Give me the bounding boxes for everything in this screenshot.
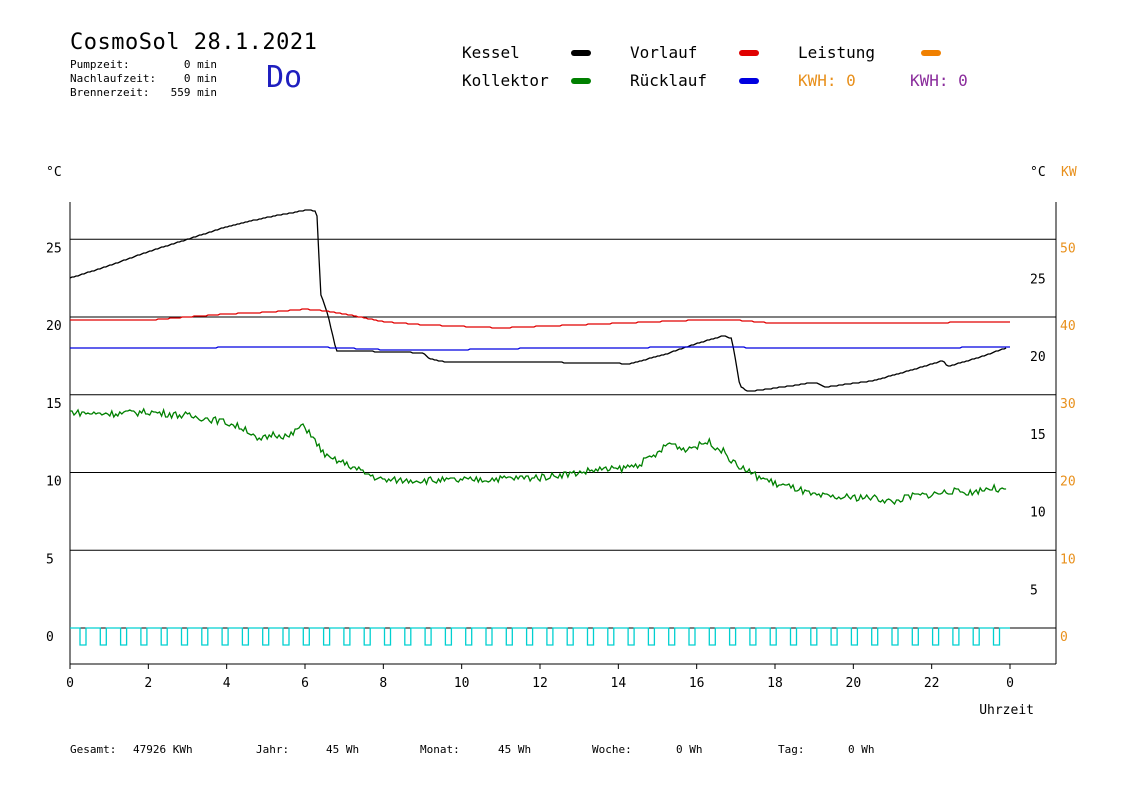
series-line-kollektor	[70, 407, 1007, 506]
left-axis-unit: °C	[46, 165, 62, 180]
kwh-orange-value: KWH: 0	[798, 71, 856, 90]
monat-label: Monat:	[420, 743, 460, 756]
woche-label: Woche:	[592, 743, 632, 756]
left-tick-label: 15	[46, 397, 62, 412]
kwh-purple-value: KWH: 0	[910, 71, 968, 90]
legend-kollektor-swatch	[571, 78, 591, 84]
x-tick-label: 10	[454, 676, 470, 691]
legend-leistung-label: Leistung	[798, 43, 876, 62]
pumpzeit-value: 0 min	[183, 58, 217, 71]
page-title: CosmoSol 28.1.2021	[70, 30, 318, 55]
x-tick-label: 6	[301, 676, 309, 691]
x-tick-label: 4	[223, 676, 231, 691]
monat-value: 45 Wh	[498, 743, 532, 756]
series-line-leistung	[70, 627, 1010, 646]
gesamt-label: Gesamt:	[70, 743, 117, 756]
nachlaufzeit-label: Nachlaufzeit:	[70, 72, 157, 85]
right-tick-label: 20	[1030, 350, 1046, 365]
legend-ruecklauf-swatch	[739, 78, 759, 84]
legend-leistung-swatch	[921, 50, 941, 56]
kw-tick-label: 10	[1060, 552, 1076, 567]
weekday-label: Do	[266, 60, 303, 95]
x-tick-label: 22	[924, 676, 940, 691]
left-tick-label: 10	[46, 475, 62, 490]
legend-kessel-label: Kessel	[462, 43, 520, 62]
left-tick-label: 25	[46, 241, 62, 256]
x-tick-label: 16	[689, 676, 705, 691]
legend-vorlauf-label: Vorlauf	[630, 43, 698, 62]
right-axis-unit: °C	[1030, 165, 1046, 180]
tag-label: Tag:	[778, 743, 805, 756]
jahr-value: 45 Wh	[326, 743, 360, 756]
x-tick-label: 8	[379, 676, 387, 691]
right-tick-label: 10	[1030, 506, 1046, 521]
kw-tick-label: 20	[1060, 475, 1076, 490]
series-line-kessel	[69, 209, 1007, 392]
legend-kollektor-label: Kollektor	[462, 71, 549, 90]
x-axis-label: Uhrzeit	[979, 703, 1034, 718]
x-tick-label: 0	[66, 676, 74, 691]
x-tick-label: 20	[846, 676, 862, 691]
x-tick-label: 0	[1006, 676, 1014, 691]
right-tick-label: 25	[1030, 272, 1046, 287]
brennerzeit-label: Brennerzeit:	[70, 86, 150, 99]
kw-tick-label: 0	[1060, 630, 1068, 645]
right-kw-unit: KW	[1061, 165, 1077, 180]
right-tick-label: 15	[1030, 428, 1046, 443]
x-tick-label: 14	[611, 676, 627, 691]
x-tick-label: 2	[144, 676, 152, 691]
left-tick-label: 0	[46, 630, 54, 645]
legend-ruecklauf-label: Rücklauf	[630, 71, 708, 90]
tag-value: 0 Wh	[848, 743, 875, 756]
right-tick-label: 5	[1030, 583, 1038, 598]
nachlaufzeit-value: 0 min	[183, 72, 217, 85]
pumpzeit-label: Pumpzeit:	[70, 58, 130, 71]
kw-tick-label: 50	[1060, 241, 1076, 256]
legend-kessel-swatch	[571, 50, 591, 56]
series-line-vorlauf	[70, 308, 1010, 329]
left-tick-label: 5	[46, 552, 54, 567]
x-tick-label: 18	[767, 676, 783, 691]
x-tick-label: 12	[532, 676, 548, 691]
legend-vorlauf-swatch	[739, 50, 759, 56]
jahr-label: Jahr:	[256, 743, 290, 756]
gesamt-value: 47926 KWh	[133, 743, 193, 756]
left-tick-label: 20	[46, 319, 62, 334]
woche-value: 0 Wh	[676, 743, 703, 756]
kw-tick-label: 30	[1060, 397, 1076, 412]
series-line-ruecklauf	[70, 346, 1010, 351]
kw-tick-label: 40	[1060, 319, 1076, 334]
brennerzeit-value: 559 min	[170, 86, 217, 99]
